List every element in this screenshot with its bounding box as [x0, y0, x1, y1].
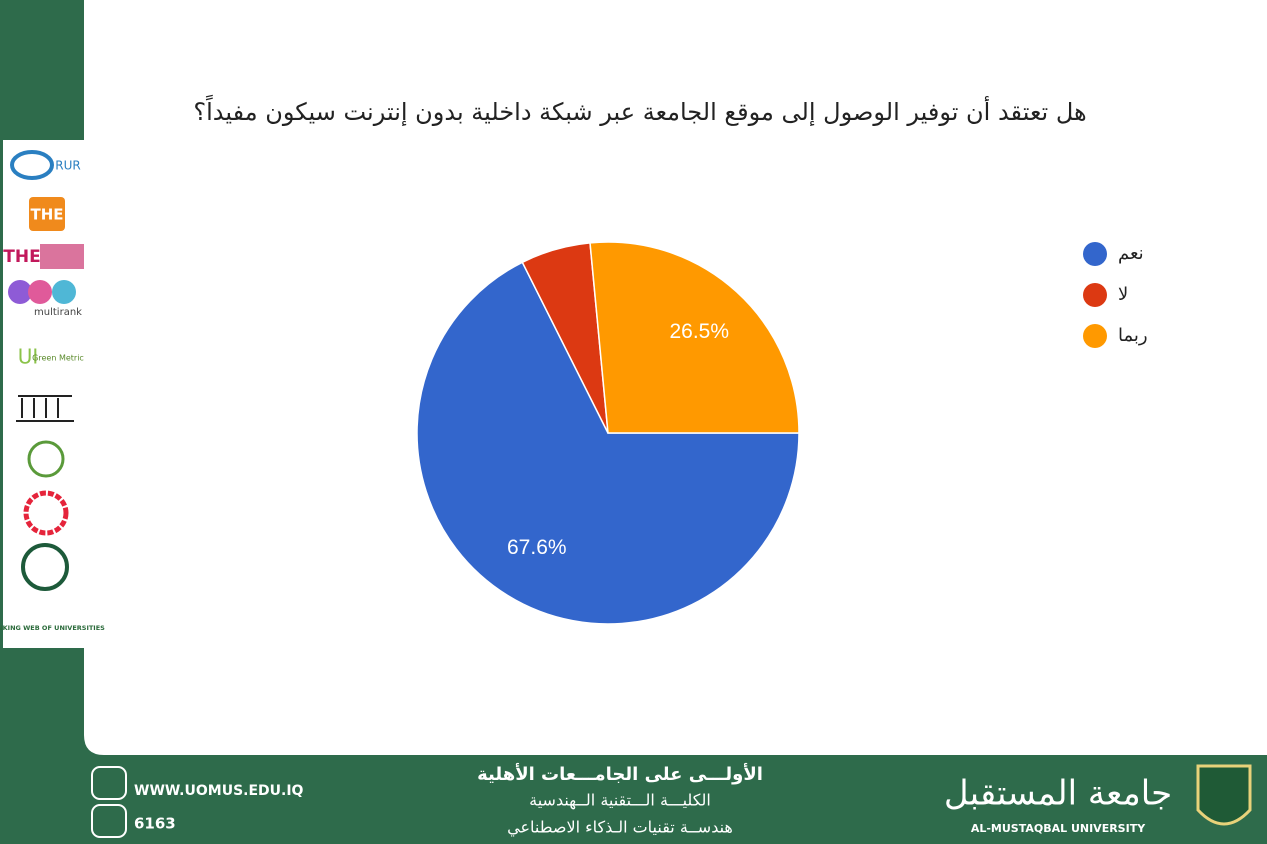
- logo-text: RANKING WEB OF UNIVERSITIES: [0, 624, 105, 632]
- logo-icon: [40, 244, 84, 269]
- logo-text: UI: [18, 345, 39, 369]
- legend-marker: [1083, 242, 1107, 266]
- web-icon: [91, 766, 127, 800]
- website: WWW.UOMUS.EDU.IQ: [134, 783, 304, 799]
- logo-icon: [28, 280, 52, 304]
- legend-label: ربما: [1118, 325, 1148, 346]
- logo-icon: [21, 543, 69, 591]
- logo-icon: [29, 197, 65, 231]
- logo-text: RUR: [55, 159, 80, 173]
- university-ar: جامعة المستقبل: [944, 774, 1172, 814]
- logo-icon: [16, 395, 74, 422]
- logo-icon: [23, 490, 69, 536]
- university-emblem: [1196, 764, 1252, 826]
- logo-icon: [52, 280, 76, 304]
- logo-text: THE: [30, 206, 63, 224]
- logo-text: Green Metric: [32, 354, 84, 363]
- footer-line: الكليـــة الـــتقنية الــهندسية: [529, 791, 711, 811]
- chart-title: هل تعتقد أن توفير الوصول إلى موقع الجامع…: [193, 95, 1086, 127]
- logo-icon: [10, 150, 54, 180]
- data-label: 26.5%: [669, 320, 729, 343]
- footer-line: هندســة تقنيات الـذكاء الاصطناعي: [507, 818, 733, 838]
- legend-marker: [1083, 283, 1107, 307]
- phone: 6163: [134, 815, 176, 833]
- university-en: AL-MUSTAQBAL UNIVERSITY: [971, 822, 1146, 835]
- logo-icon: [8, 280, 32, 304]
- phone-icon: [91, 804, 127, 838]
- pie-slice: [416, 261, 800, 625]
- logo-text: multirank: [34, 307, 82, 318]
- legend-label: نعم: [1118, 243, 1144, 264]
- footer-line: الأولـــى على الجامـــعات الأهلية: [477, 763, 763, 785]
- legend-marker: [1083, 324, 1107, 348]
- data-label: 67.6%: [507, 536, 567, 559]
- legend-label: لا: [1118, 284, 1128, 305]
- logo-text: THE: [3, 247, 40, 267]
- pie-slice: [589, 241, 800, 434]
- logo-icon: [27, 440, 65, 478]
